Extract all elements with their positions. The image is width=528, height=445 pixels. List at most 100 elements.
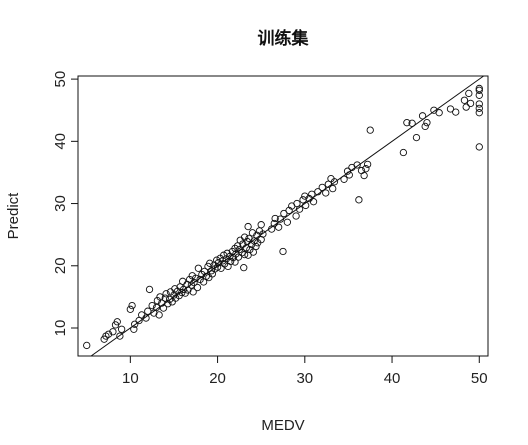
data-point: [435, 109, 443, 117]
x-axis-label: MEDV: [261, 417, 304, 434]
x-axis: 10 20 30 40 50: [122, 356, 488, 387]
data-point: [475, 86, 483, 94]
data-point: [155, 311, 163, 319]
data-point: [229, 254, 237, 262]
data-point: [302, 201, 310, 210]
data-point: [418, 112, 427, 120]
data-point: [217, 264, 225, 272]
data-point: [227, 257, 235, 266]
data-point: [270, 219, 278, 228]
x-tick-label-10: 10: [122, 370, 139, 387]
data-point: [184, 286, 192, 294]
data-point: [309, 198, 318, 206]
data-point: [189, 288, 197, 296]
data-point: [475, 143, 483, 151]
data-point: [252, 242, 260, 251]
data-point: [164, 300, 172, 308]
data-point: [187, 281, 196, 289]
data-point: [292, 212, 300, 220]
data-point: [363, 160, 372, 169]
data-point: [322, 189, 330, 197]
data-point: [206, 259, 214, 267]
data-point: [190, 278, 198, 287]
data-point: [446, 105, 455, 113]
data-point: [475, 100, 483, 108]
data-point: [366, 126, 374, 134]
x-tick-label-20: 20: [209, 370, 226, 387]
data-point: [408, 119, 416, 127]
data-point: [131, 320, 139, 328]
data-point: [83, 341, 91, 350]
data-point: [179, 277, 187, 285]
data-point: [231, 258, 239, 266]
data-point: [279, 247, 287, 256]
data-point: [308, 190, 316, 198]
data-point: [274, 223, 283, 231]
data-point: [179, 285, 188, 294]
data-point: [330, 178, 339, 186]
reference-line: [90, 75, 484, 357]
data-point: [126, 305, 134, 313]
data-point: [144, 307, 152, 315]
data-point: [162, 290, 170, 298]
data-point: [345, 171, 353, 179]
data-point: [109, 328, 117, 336]
data-point: [412, 133, 421, 142]
data-point: [117, 325, 126, 333]
data-point: [231, 244, 239, 253]
data-point: [200, 267, 209, 276]
data-point: [234, 253, 243, 261]
data-point: [116, 332, 124, 340]
data-point: [128, 301, 136, 310]
data-point: [280, 209, 288, 218]
data-point: [475, 109, 483, 117]
data-point: [475, 91, 483, 99]
data-point: [399, 148, 408, 157]
y-axis: 10 20 30 40 50: [52, 71, 78, 337]
data-point: [192, 274, 200, 282]
data-point: [257, 221, 265, 229]
data-point: [240, 250, 249, 259]
data-point: [153, 296, 162, 305]
data-point: [213, 263, 222, 271]
data-point: [301, 192, 309, 200]
data-point: [248, 229, 257, 237]
y-tick-label-50: 50: [52, 71, 69, 88]
x-tick-label-30: 30: [296, 370, 313, 387]
plot-frame: [77, 75, 489, 357]
data-point: [240, 263, 248, 272]
x-tick-label-40: 40: [384, 370, 401, 387]
data-point: [343, 167, 352, 175]
data-point: [452, 108, 460, 116]
data-point: [340, 175, 348, 183]
data-point: [462, 103, 470, 111]
data-point: [194, 264, 203, 272]
data-point: [318, 183, 326, 192]
y-tick-label-10: 10: [52, 320, 69, 337]
data-point: [193, 283, 202, 292]
data-point: [276, 215, 285, 223]
data-point: [113, 318, 121, 326]
data-point: [460, 96, 469, 104]
data-point: [421, 122, 429, 131]
y-tick-label-20: 20: [52, 257, 69, 274]
data-point: [362, 165, 370, 173]
data-point: [130, 325, 138, 333]
data-point: [314, 188, 322, 196]
data-point: [152, 303, 161, 312]
data-points: [83, 84, 483, 350]
data-point: [145, 285, 154, 294]
x-tick-label-50: 50: [471, 370, 488, 387]
data-point: [244, 222, 252, 231]
data-point: [403, 119, 411, 127]
chart-title: 训练集: [258, 28, 310, 49]
data-point: [104, 330, 113, 338]
y-axis-label: Predict: [5, 192, 22, 240]
y-tick-label-30: 30: [52, 195, 69, 212]
data-point: [171, 285, 179, 293]
data-point: [423, 119, 431, 127]
data-point: [142, 314, 150, 322]
data-point: [360, 171, 368, 180]
data-point: [355, 196, 363, 204]
